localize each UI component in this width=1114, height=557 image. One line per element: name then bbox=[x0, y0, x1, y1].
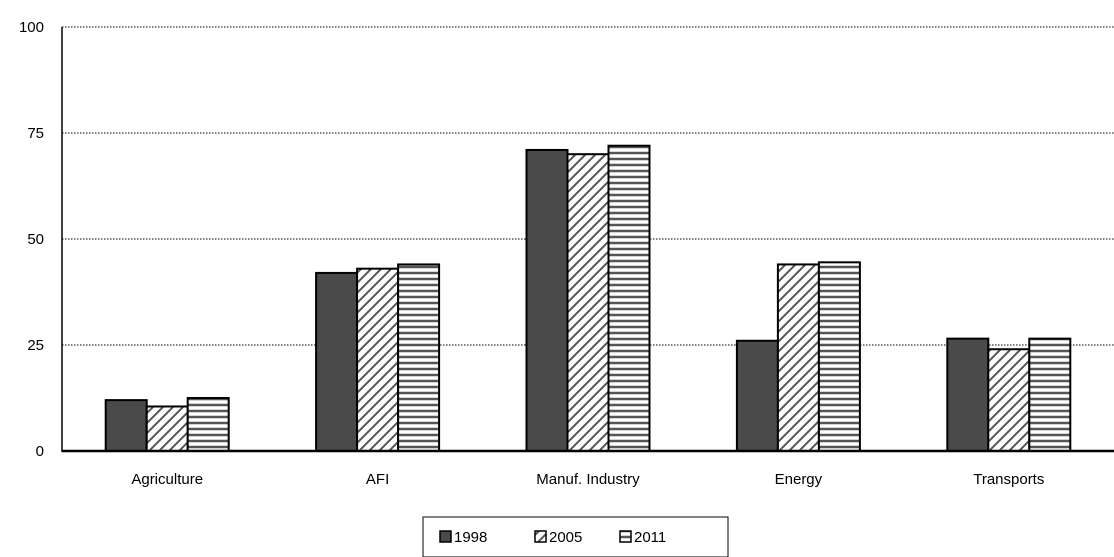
bar-2005-agriculture bbox=[145, 405, 189, 453]
y-tick-label: 100 bbox=[19, 19, 44, 36]
bar-1998-agriculture bbox=[104, 399, 148, 452]
bar-2005-manuf-industry bbox=[566, 153, 610, 452]
legend-label-1998: 1998 bbox=[454, 529, 487, 546]
x-category-label: Transports bbox=[973, 471, 1044, 488]
axes bbox=[61, 27, 1114, 453]
legend-swatch-1998 bbox=[439, 530, 452, 543]
x-category-label: Agriculture bbox=[131, 471, 203, 488]
y-tick-label: 75 bbox=[27, 125, 44, 142]
bar-2011-afi bbox=[397, 263, 441, 452]
legend-item-2011: 2011 bbox=[619, 529, 666, 546]
bar-2005-energy bbox=[776, 263, 820, 452]
legend-label-2005: 2005 bbox=[549, 529, 582, 546]
bar-1998-afi bbox=[315, 271, 359, 453]
legend-item-1998: 1998 bbox=[439, 529, 487, 546]
y-axis-ticks: 0 25 50 75 100 bbox=[19, 19, 44, 460]
bar-2005-afi bbox=[356, 267, 400, 452]
x-category-label: Energy bbox=[775, 471, 823, 488]
bar-2005-transports bbox=[987, 348, 1031, 452]
legend-label-2011: 2011 bbox=[634, 529, 666, 546]
bar-2011-energy bbox=[817, 261, 861, 452]
x-axis-categories: Agriculture AFI Manuf. Industry Energy Trans… bbox=[131, 471, 1044, 488]
legend-box bbox=[422, 516, 729, 557]
x-category-label: Manuf. Industry bbox=[536, 471, 640, 488]
legend-item-2005: 2005 bbox=[534, 529, 582, 546]
y-tick-label: 0 bbox=[36, 443, 44, 460]
legend-swatch-2011 bbox=[619, 530, 632, 543]
bar-2011-manuf-industry bbox=[607, 144, 651, 452]
y-tick-label: 25 bbox=[27, 337, 44, 354]
y-tick-label: 50 bbox=[27, 231, 44, 248]
legend: 1998 2005 2011 bbox=[422, 516, 729, 557]
legend-swatch-2005 bbox=[534, 530, 547, 543]
bar-2011-agriculture bbox=[186, 397, 230, 452]
bar-2011-transports bbox=[1028, 337, 1072, 453]
bar-1998-energy bbox=[735, 339, 779, 453]
bars bbox=[104, 144, 1072, 453]
bar-1998-transports bbox=[946, 337, 990, 453]
x-category-label: AFI bbox=[366, 471, 389, 488]
bar-1998-manuf-industry bbox=[525, 148, 569, 453]
